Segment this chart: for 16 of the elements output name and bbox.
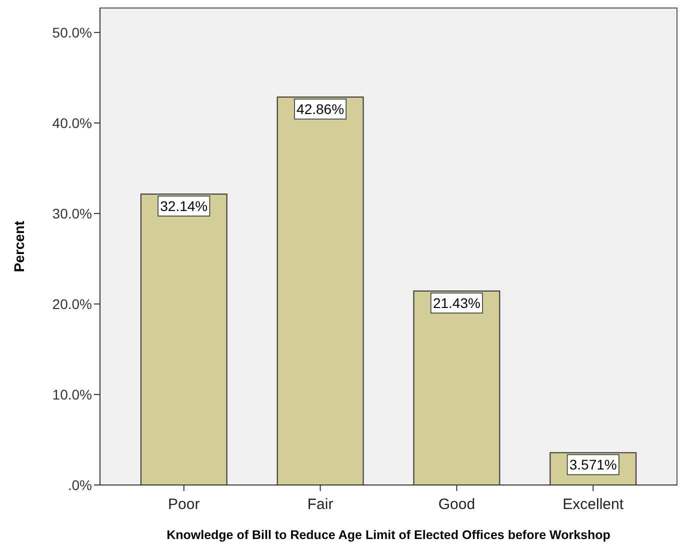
y-axis-title: Percent	[11, 220, 27, 272]
x-tick-label: Poor	[168, 496, 200, 513]
y-tick-label: 50.0%	[52, 24, 92, 40]
y-tick-label: 40.0%	[52, 114, 92, 131]
x-tick-label: Fair	[307, 496, 334, 513]
y-tick-label: 20.0%	[52, 296, 92, 312]
data-label: 3.571%	[569, 456, 617, 473]
x-tick-label: Excellent	[562, 496, 624, 513]
y-tick-label: 10.0%	[52, 386, 92, 402]
data-label: 42.86%	[296, 101, 344, 118]
data-label: 32.14%	[160, 198, 208, 214]
y-tick-label: .0%	[68, 476, 92, 493]
x-tick-label: Good	[438, 496, 476, 513]
data-label: 21.43%	[432, 295, 480, 312]
y-tick-label: 30.0%	[52, 205, 92, 222]
x-axis-title: Knowledge of Bill to Reduce Age Limit of Elected Offices before Workshop	[166, 528, 611, 542]
